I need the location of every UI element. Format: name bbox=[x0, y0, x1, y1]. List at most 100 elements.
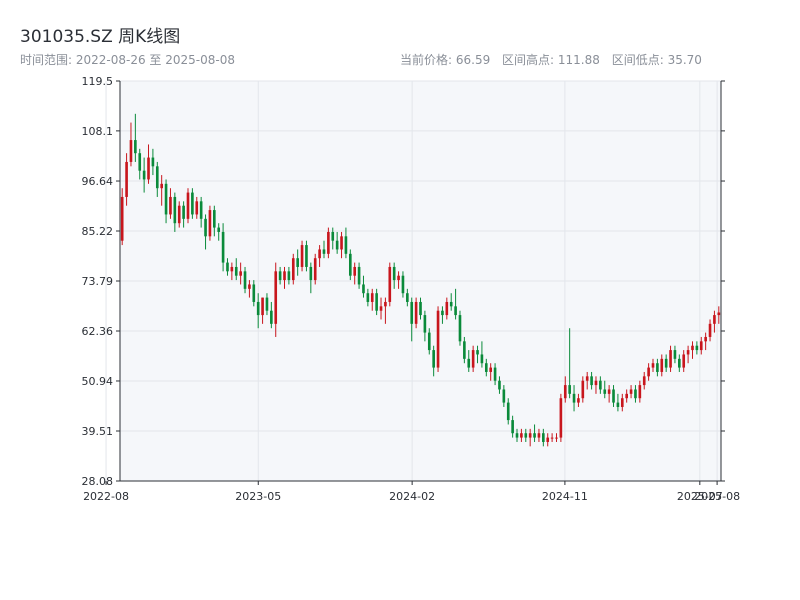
current-price: 当前价格: 66.59 bbox=[400, 53, 491, 67]
candle-body bbox=[620, 398, 624, 407]
candle-body bbox=[226, 262, 229, 272]
candle-body bbox=[331, 231, 335, 241]
candle bbox=[620, 393, 624, 412]
candle bbox=[651, 358, 655, 372]
candle bbox=[458, 310, 462, 346]
candle-body bbox=[634, 389, 637, 399]
candle bbox=[230, 262, 234, 281]
candle bbox=[186, 188, 190, 224]
candle-body bbox=[476, 350, 479, 355]
candle bbox=[686, 345, 690, 364]
candle bbox=[498, 376, 501, 394]
candle bbox=[612, 385, 615, 407]
candle bbox=[313, 253, 317, 285]
candle bbox=[234, 258, 238, 281]
y-tick-label: 62.36 bbox=[82, 325, 114, 338]
candle-body bbox=[344, 236, 348, 254]
candle bbox=[432, 345, 435, 377]
candle bbox=[660, 354, 664, 377]
candle bbox=[638, 380, 642, 403]
candle-body bbox=[691, 345, 694, 351]
candle-body bbox=[607, 389, 611, 394]
candle bbox=[678, 354, 681, 372]
candle bbox=[182, 201, 185, 228]
candle bbox=[550, 433, 554, 442]
candle bbox=[454, 288, 457, 320]
candle bbox=[647, 363, 650, 381]
y-tick-label: 50.94 bbox=[82, 375, 114, 388]
y-tick-label: 108.1 bbox=[82, 125, 114, 138]
candle bbox=[572, 385, 576, 412]
x-tick-label: 2025-07 bbox=[677, 490, 723, 503]
candle bbox=[142, 157, 146, 193]
candle-body bbox=[142, 170, 146, 180]
candle-body bbox=[708, 323, 712, 337]
candle-body bbox=[335, 240, 339, 250]
candle-body bbox=[656, 363, 659, 372]
candle-body bbox=[669, 350, 672, 368]
candle bbox=[419, 297, 422, 320]
candle bbox=[169, 188, 172, 219]
candle-body bbox=[480, 354, 484, 364]
candle bbox=[213, 205, 216, 237]
candle bbox=[291, 253, 295, 285]
y-axis-ticks: 28.08 39.51 50.94 62.36 73.79 85.22 96.64 108.1… bbox=[82, 75, 725, 488]
candle bbox=[625, 389, 628, 403]
candle bbox=[160, 175, 163, 206]
candle-body bbox=[370, 293, 374, 302]
candle bbox=[327, 227, 330, 259]
candle-body bbox=[559, 398, 563, 438]
candle bbox=[348, 249, 352, 281]
candle bbox=[322, 240, 326, 259]
candle-body bbox=[423, 315, 427, 333]
candle bbox=[151, 148, 155, 176]
candle-body bbox=[629, 389, 633, 394]
candle bbox=[445, 297, 449, 320]
candle-body bbox=[454, 306, 457, 316]
candle bbox=[691, 341, 694, 359]
candle-body bbox=[427, 332, 431, 351]
candle-body bbox=[287, 271, 291, 281]
candle bbox=[366, 288, 370, 307]
candle-body bbox=[594, 380, 598, 386]
candle bbox=[309, 262, 313, 294]
candle bbox=[392, 262, 396, 289]
candle bbox=[384, 297, 387, 324]
candle bbox=[467, 350, 471, 372]
candle-body bbox=[296, 258, 299, 267]
candle bbox=[607, 385, 611, 403]
candle-body bbox=[208, 210, 212, 237]
candle-body bbox=[511, 420, 514, 434]
x-tick-label: 2023-05 bbox=[235, 490, 281, 503]
candle-body bbox=[489, 367, 493, 372]
candle-body bbox=[169, 196, 172, 215]
candle-body bbox=[563, 385, 567, 399]
candle bbox=[375, 288, 378, 316]
candle-body bbox=[625, 393, 628, 399]
candle-body bbox=[309, 266, 313, 281]
candle-body bbox=[406, 293, 409, 302]
candle bbox=[397, 271, 400, 289]
candle bbox=[590, 371, 593, 390]
candle bbox=[265, 293, 269, 316]
candle-body bbox=[506, 402, 510, 421]
candle-body bbox=[261, 297, 264, 316]
candle-body bbox=[585, 376, 589, 381]
candle-body bbox=[419, 301, 422, 316]
candle-body bbox=[318, 249, 321, 259]
candle bbox=[493, 363, 497, 386]
candle-body bbox=[410, 301, 414, 324]
candle bbox=[449, 293, 453, 311]
candle-body bbox=[177, 205, 181, 224]
candle-body bbox=[195, 201, 199, 215]
candle-body bbox=[191, 192, 194, 215]
candle bbox=[656, 358, 659, 377]
candle-body bbox=[230, 266, 234, 272]
candle-body bbox=[160, 183, 163, 189]
candle-body bbox=[388, 266, 392, 302]
candle bbox=[423, 310, 427, 342]
candle-body bbox=[182, 205, 185, 219]
candle-body bbox=[695, 345, 699, 351]
candle-body bbox=[147, 157, 150, 180]
candle bbox=[340, 231, 343, 259]
